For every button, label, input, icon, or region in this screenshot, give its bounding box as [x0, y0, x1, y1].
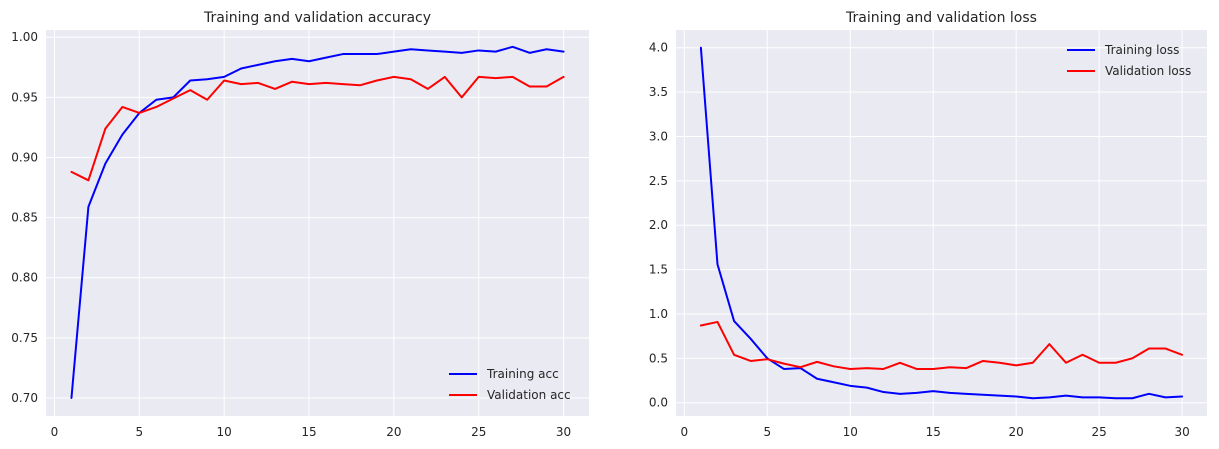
- chart-0-xtick-label-3: 15: [301, 425, 316, 439]
- chart-0-xtick-label-5: 25: [471, 425, 486, 439]
- chart-0-legend-label-0: Training acc: [486, 367, 559, 381]
- accuracy-chart: 0 5 10 15 20 25 30 0.70 0.75 0.80 0.85 0.90 0.95 1.00…: [11, 10, 589, 439]
- chart-0-xtick-label-4: 20: [386, 425, 401, 439]
- chart-1-title: Training and validation loss: [845, 10, 1037, 26]
- chart-0-title: Training and validation accuracy: [203, 10, 431, 26]
- chart-0-xtick-label-2: 10: [217, 425, 232, 439]
- chart-0-legend: Training acc Validation acc: [449, 367, 571, 402]
- chart-1-xtick-label-1: 5: [763, 425, 771, 439]
- chart-0-xtick-label-1: 5: [136, 425, 144, 439]
- chart-1-xtick-label-4: 20: [1009, 425, 1024, 439]
- chart-1-xtick-label-0: 0: [680, 425, 688, 439]
- chart-1-series-line-1: [699, 320, 1184, 370]
- chart-1-ytick-label-4: 2.0: [649, 218, 668, 232]
- chart-1-xtick-label-2: 10: [843, 425, 858, 439]
- chart-1-ytick-label-3: 1.5: [649, 263, 668, 277]
- chart-1-xtick-label-5: 25: [1092, 425, 1107, 439]
- chart-1-series-line-0: [699, 46, 1184, 400]
- chart-1-legend: Training loss Validation loss: [1067, 43, 1191, 78]
- chart-1-ytick-label-0: 0.0: [649, 396, 668, 410]
- chart-0-ytick-label-1: 0.75: [11, 331, 38, 345]
- chart-0-series-line-0: [70, 45, 565, 399]
- loss-chart: 0 5 10 15 20 25 30 0.0 0.5 1.0 1.5 2.0 2.5 3.0 3.5 4.0 T…: [649, 10, 1207, 439]
- chart-0-ytick-label-5: 0.95: [11, 90, 38, 104]
- chart-0-series-line-1: [70, 75, 565, 182]
- chart-1-xtick-label-3: 15: [926, 425, 941, 439]
- chart-0-ytick-label-3: 0.85: [11, 211, 38, 225]
- chart-1-ytick-label-8: 4.0: [649, 41, 668, 55]
- chart-0-legend-label-1: Validation acc: [487, 388, 571, 402]
- chart-0-ytick-label-4: 0.90: [11, 150, 38, 164]
- chart-0-ytick-label-2: 0.80: [11, 271, 38, 285]
- chart-0-ytick-label-6: 1.00: [11, 30, 38, 44]
- chart-1-ytick-label-1: 0.5: [649, 351, 668, 365]
- chart-1-ytick-label-6: 3.0: [649, 129, 668, 143]
- chart-1-ytick-label-2: 1.0: [649, 307, 668, 321]
- chart-1-plot-area: [676, 30, 1207, 416]
- chart-1-xtick-label-6: 30: [1174, 425, 1189, 439]
- chart-1-legend-label-1: Validation loss: [1105, 64, 1191, 78]
- chart-1-ytick-label-7: 3.5: [649, 85, 668, 99]
- chart-1-ytick-label-5: 2.5: [649, 174, 668, 188]
- chart-1-legend-label-0: Training loss: [1104, 43, 1179, 57]
- chart-0-xtick-label-0: 0: [51, 425, 59, 439]
- chart-0-xtick-label-6: 30: [556, 425, 571, 439]
- chart-0-ytick-label-0: 0.70: [11, 391, 38, 405]
- chart-0-plot-area: [46, 30, 589, 416]
